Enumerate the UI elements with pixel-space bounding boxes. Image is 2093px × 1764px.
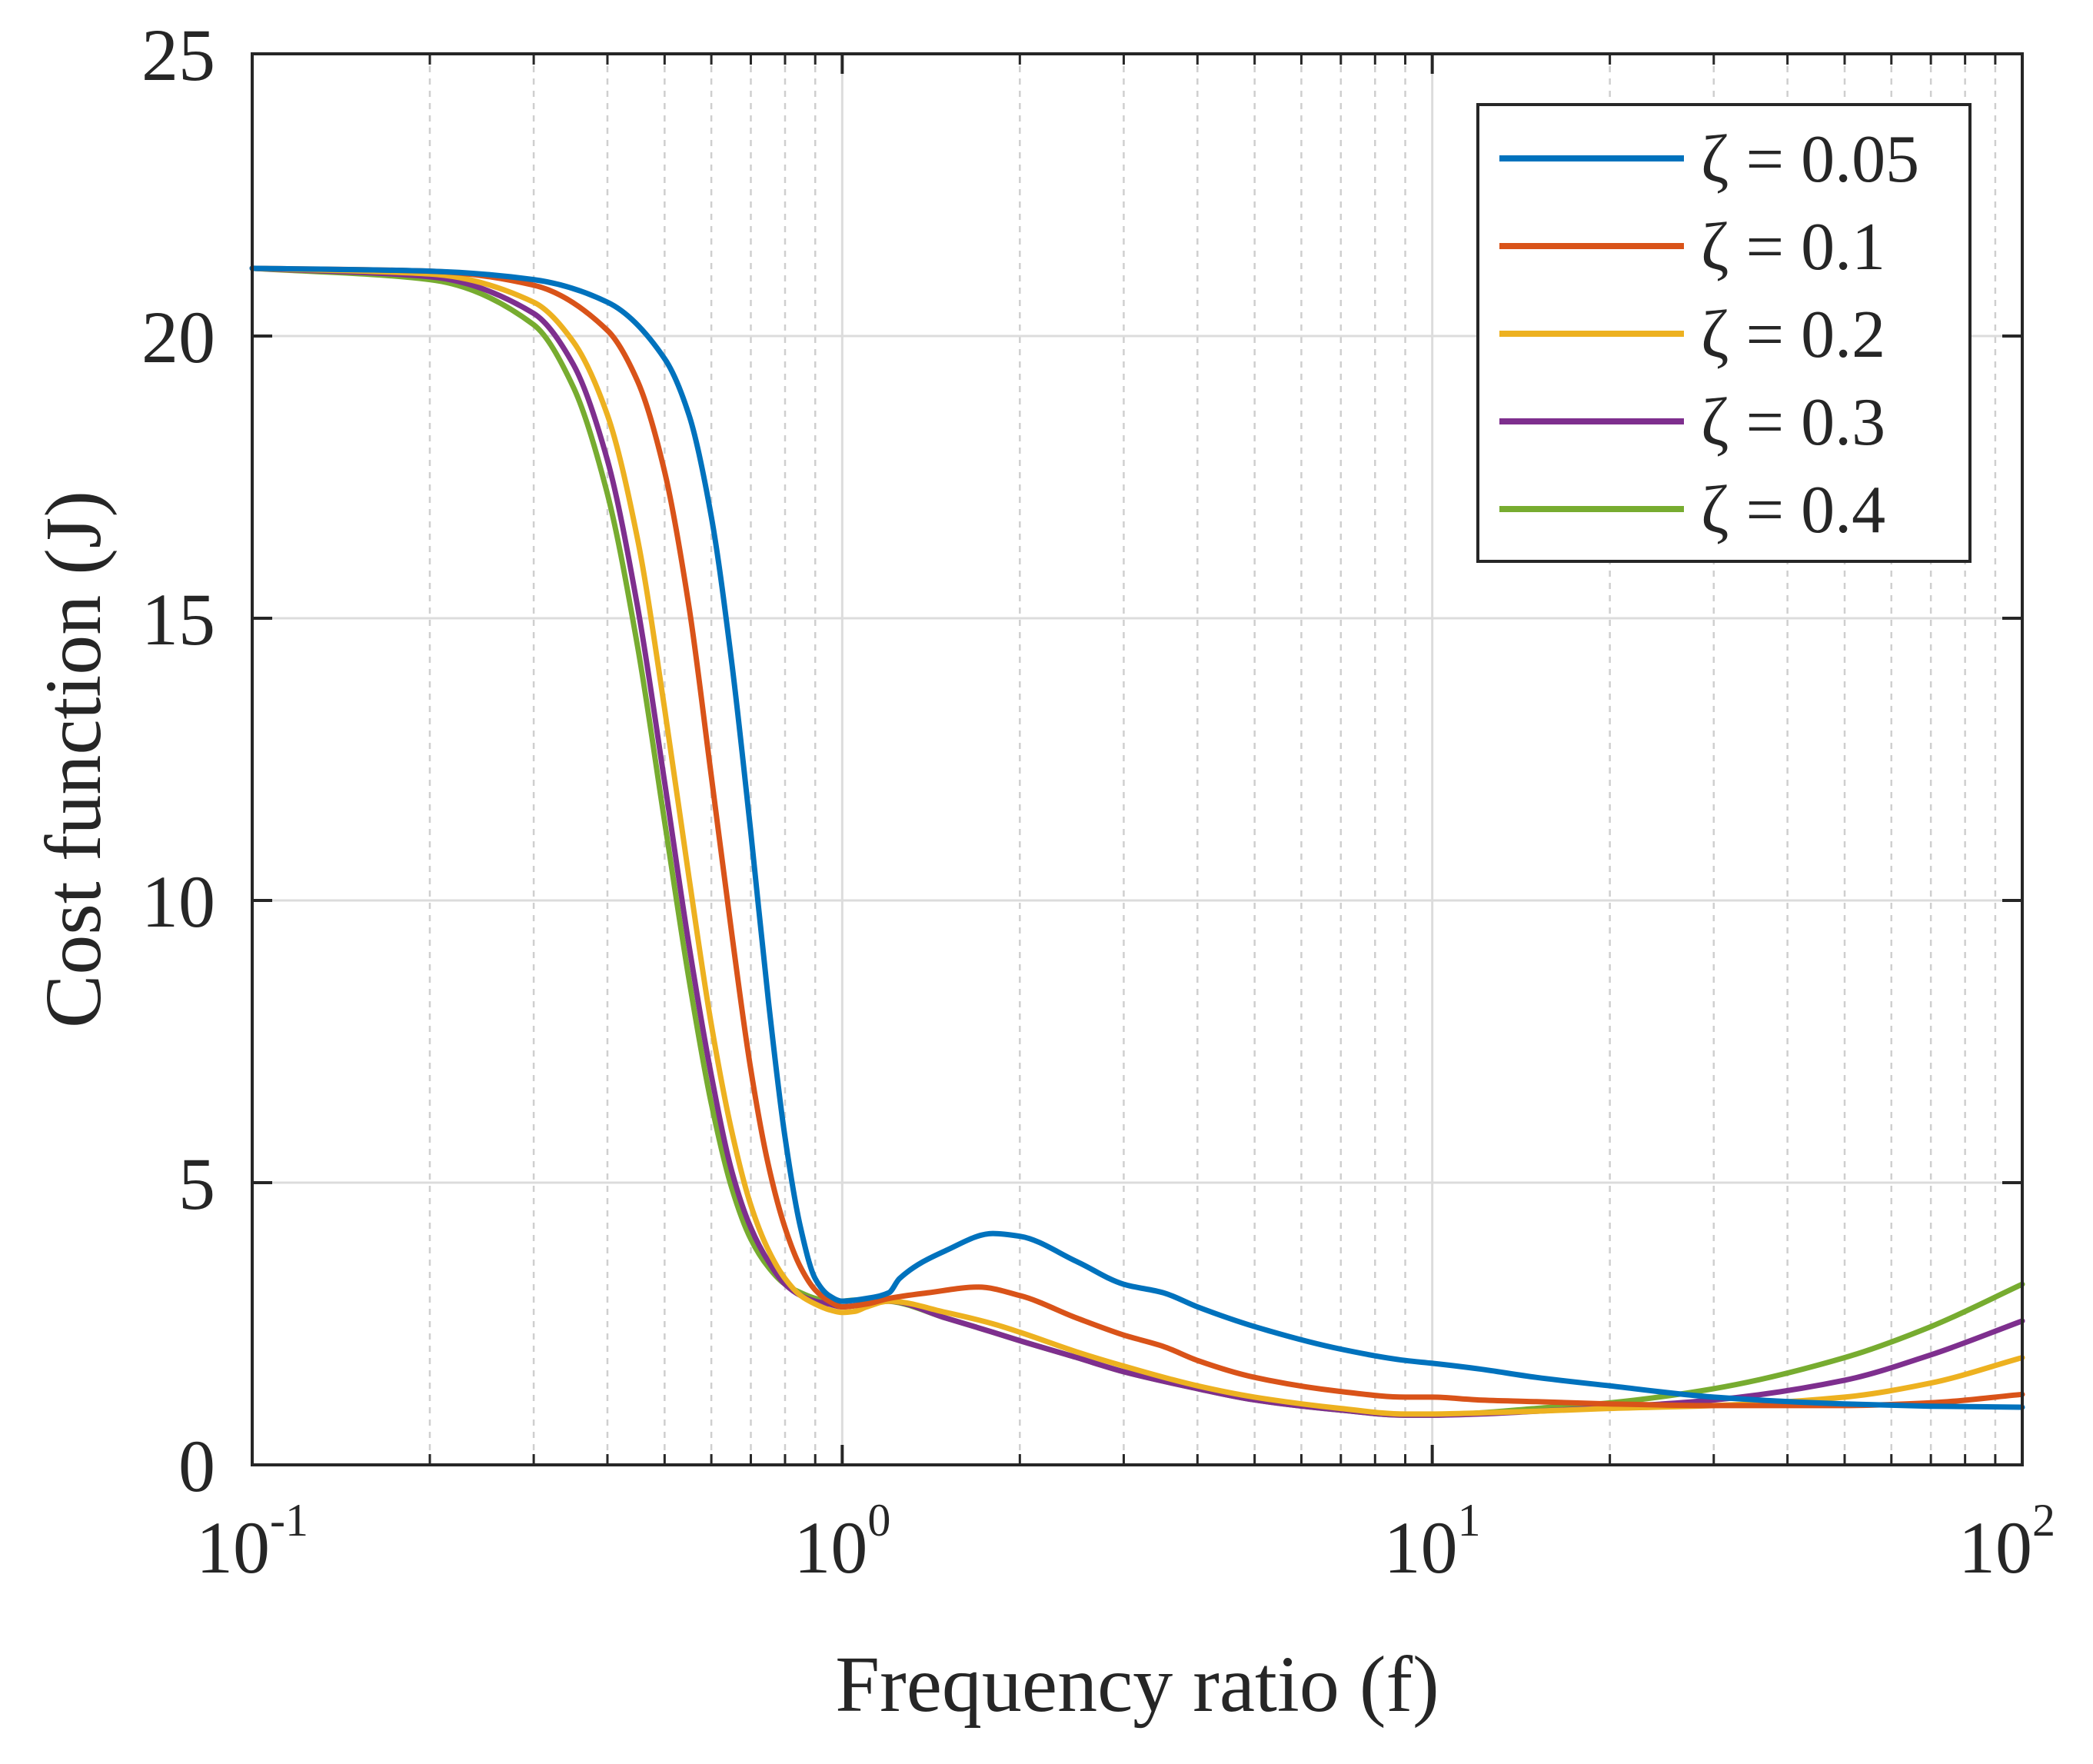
x-tick-exponent: 0 [867,1495,890,1546]
y-tick-labels: 0 5 10 15 20 25 [141,14,215,1507]
x-tick-labels: 10-1 100 101 102 [196,1495,2055,1589]
y-tick-label: 0 [178,1425,215,1507]
legend: ζ = 0.05 ζ = 0.1 ζ = 0.2 ζ = 0.3 ζ = 0.4 [1476,103,1972,563]
y-tick-label: 15 [141,578,215,661]
series-layer [249,265,2025,1418]
legend-label: ζ = 0.1 [1701,210,1885,285]
y-tick-label: 10 [141,860,215,943]
x-tick-exponent: 2 [2032,1495,2055,1546]
y-axis-title: Cost function (J) [29,491,118,1028]
y-tick-label: 5 [178,1143,215,1225]
legend-label: ζ = 0.2 [1701,298,1885,372]
y-tick-label: 25 [141,14,215,96]
legend-label: ζ = 0.4 [1701,473,1885,548]
x-tick-exponent: -1 [270,1495,308,1546]
tick-marks [251,52,2022,1466]
x-axis-title: Frequency ratio (f) [835,1640,1439,1729]
series-line-1 [249,265,2025,1409]
legend-label: ζ = 0.3 [1701,385,1885,460]
x-tick-exponent: 1 [1458,1495,1481,1546]
grid-layer [252,54,2022,1465]
plot-frame [251,52,2024,1466]
legend-label: ζ = 0.05 [1701,122,1919,197]
y-tick-label: 20 [141,296,215,378]
series-line-0 [249,265,2025,1410]
series-line-2 [249,265,2025,1417]
